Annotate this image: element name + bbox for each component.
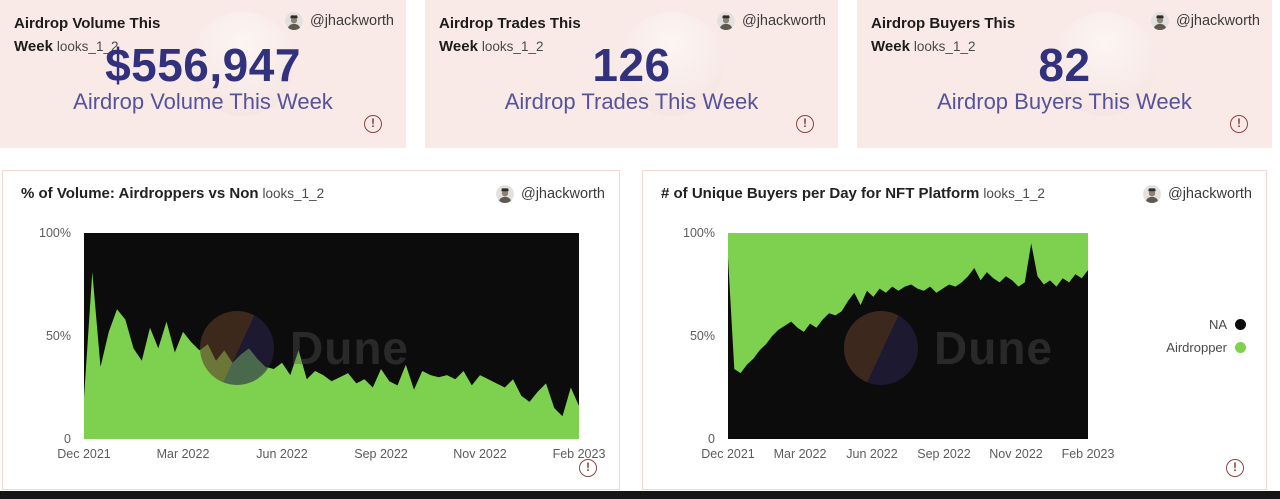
x-tick-label: Sep 2022	[917, 447, 971, 461]
user-avatar-icon	[284, 12, 303, 30]
info-alert-icon[interactable]: !	[579, 459, 597, 477]
y-tick-label: 50%	[689, 329, 715, 343]
owner-handle: @jhackworth	[309, 13, 394, 29]
y-tick-label: 100%	[39, 226, 71, 240]
kpi-label: Airdrop Buyers This Week	[937, 89, 1192, 114]
query-tag[interactable]: looks_1_2	[983, 186, 1045, 201]
owner[interactable]: @jhackworth	[716, 12, 826, 30]
legend-label: NA	[1208, 317, 1227, 332]
y-tick-label: 50%	[45, 329, 71, 343]
info-alert-icon[interactable]: !	[1230, 115, 1248, 133]
chart-title: % of Volume: Airdroppers vs Non looks_1_2	[21, 185, 324, 202]
card-title-text: Airdrop Volume This Week	[14, 15, 161, 56]
user-avatar-icon	[716, 12, 735, 30]
card-title: Airdrop Volume This Week looks_1_2	[14, 12, 192, 59]
y-tick-label: 0	[64, 432, 71, 446]
info-alert-icon[interactable]: !	[1226, 459, 1244, 477]
y-tick-label: 100%	[683, 226, 715, 240]
legend-item-airdropper[interactable]: Airdropper	[1166, 336, 1246, 359]
user-avatar-icon	[1150, 12, 1169, 30]
info-alert-icon[interactable]: !	[796, 115, 814, 133]
kpi-card-airdrop-volume: Airdrop Volume This Week looks_1_2 @jhack…	[0, 0, 406, 148]
legend-item-na[interactable]: NA	[1166, 313, 1246, 336]
area-chart-svg	[84, 233, 579, 439]
chart-title-text: # of Unique Buyers per Day for NFT Platf…	[661, 185, 980, 202]
owner[interactable]: @jhackworth	[1150, 12, 1260, 30]
x-tick-label: Dec 2021	[57, 447, 111, 461]
card-title-text: Airdrop Buyers This Week	[871, 15, 1016, 56]
kpi-value: $556,947	[105, 39, 301, 91]
owner-handle: @jhackworth	[741, 13, 826, 29]
info-alert-icon[interactable]: !	[364, 115, 382, 133]
x-tick-label: Mar 2022	[156, 447, 210, 461]
kpi-label: Airdrop Volume This Week	[73, 89, 333, 114]
card-title: Airdrop Buyers This Week looks_1_2	[871, 12, 1049, 59]
kpi-row: Airdrop Volume This Week looks_1_2 @jhack…	[0, 0, 1280, 148]
chart-title: # of Unique Buyers per Day for NFT Platf…	[661, 185, 1045, 202]
card-header: Airdrop Buyers This Week looks_1_2 @jhack…	[871, 12, 1260, 59]
kpi-card-airdrop-buyers: Airdrop Buyers This Week looks_1_2 @jhack…	[857, 0, 1272, 148]
y-tick-label: 0	[708, 432, 715, 446]
legend-color-dot	[1235, 342, 1246, 353]
card-header: Airdrop Volume This Week looks_1_2 @jhack…	[14, 12, 394, 59]
query-tag[interactable]: looks_1_2	[56, 39, 119, 55]
user-avatar-icon	[1142, 185, 1161, 203]
x-tick-label: Jun 2022	[256, 447, 308, 461]
owner-handle: @jhackworth	[1167, 186, 1252, 202]
owner[interactable]: @jhackworth	[495, 185, 605, 203]
chart-card-volume-percentage: % of Volume: Airdroppers vs Non looks_1_2…	[2, 170, 620, 490]
x-tick-label: Nov 2022	[989, 447, 1043, 461]
card-header: % of Volume: Airdroppers vs Non looks_1_2…	[21, 185, 605, 203]
y-axis-labels: 100% 50% 0	[15, 226, 77, 446]
area-chart-plot: Dune	[84, 233, 579, 439]
owner[interactable]: @jhackworth	[1142, 185, 1252, 203]
chart-legend: NA Airdropper	[1166, 313, 1246, 359]
x-axis-labels: Dec 2021 Mar 2022 Jun 2022 Sep 2022 Nov 2022…	[701, 447, 1114, 463]
kpi-label: Airdrop Trades This Week	[504, 89, 759, 114]
query-tag[interactable]: looks_1_2	[262, 186, 325, 201]
x-tick-label: Feb 2023	[552, 447, 606, 461]
card-title-text: Airdrop Trades This Week	[439, 15, 581, 56]
owner-handle: @jhackworth	[520, 186, 605, 202]
card-header: # of Unique Buyers per Day for NFT Platf…	[661, 185, 1252, 203]
x-axis-labels: Dec 2021 Mar 2022 Jun 2022 Sep 2022 Nov 2022…	[57, 447, 605, 463]
area-chart-svg	[728, 233, 1088, 439]
user-avatar-icon	[495, 185, 514, 203]
kpi-card-airdrop-trades: Airdrop Trades This Week looks_1_2 @jhack…	[425, 0, 838, 148]
query-tag[interactable]: looks_1_2	[481, 39, 544, 55]
x-tick-label: Dec 2021	[701, 447, 755, 461]
card-title: Airdrop Trades This Week looks_1_2	[439, 12, 617, 59]
window-bottom-edge	[0, 491, 1280, 499]
legend-label: Airdropper	[1166, 340, 1227, 355]
x-tick-label: Nov 2022	[453, 447, 507, 461]
chart-card-unique-buyers: # of Unique Buyers per Day for NFT Platf…	[642, 170, 1267, 490]
x-tick-label: Feb 2023	[1061, 447, 1115, 461]
x-tick-label: Jun 2022	[846, 447, 898, 461]
card-header: Airdrop Trades This Week looks_1_2 @jhack…	[439, 12, 826, 59]
owner-handle: @jhackworth	[1175, 13, 1260, 29]
query-tag[interactable]: looks_1_2	[913, 39, 976, 55]
y-axis-labels: 100% 50% 0	[659, 226, 721, 446]
x-tick-label: Mar 2022	[773, 447, 827, 461]
chart-title-text: % of Volume: Airdroppers vs Non	[21, 185, 259, 202]
x-tick-label: Sep 2022	[354, 447, 408, 461]
owner[interactable]: @jhackworth	[284, 12, 394, 30]
legend-color-dot	[1235, 319, 1246, 330]
area-chart-plot: Dune	[728, 233, 1088, 439]
kpi-value: 126	[592, 39, 671, 91]
kpi-value: 82	[1038, 39, 1091, 91]
